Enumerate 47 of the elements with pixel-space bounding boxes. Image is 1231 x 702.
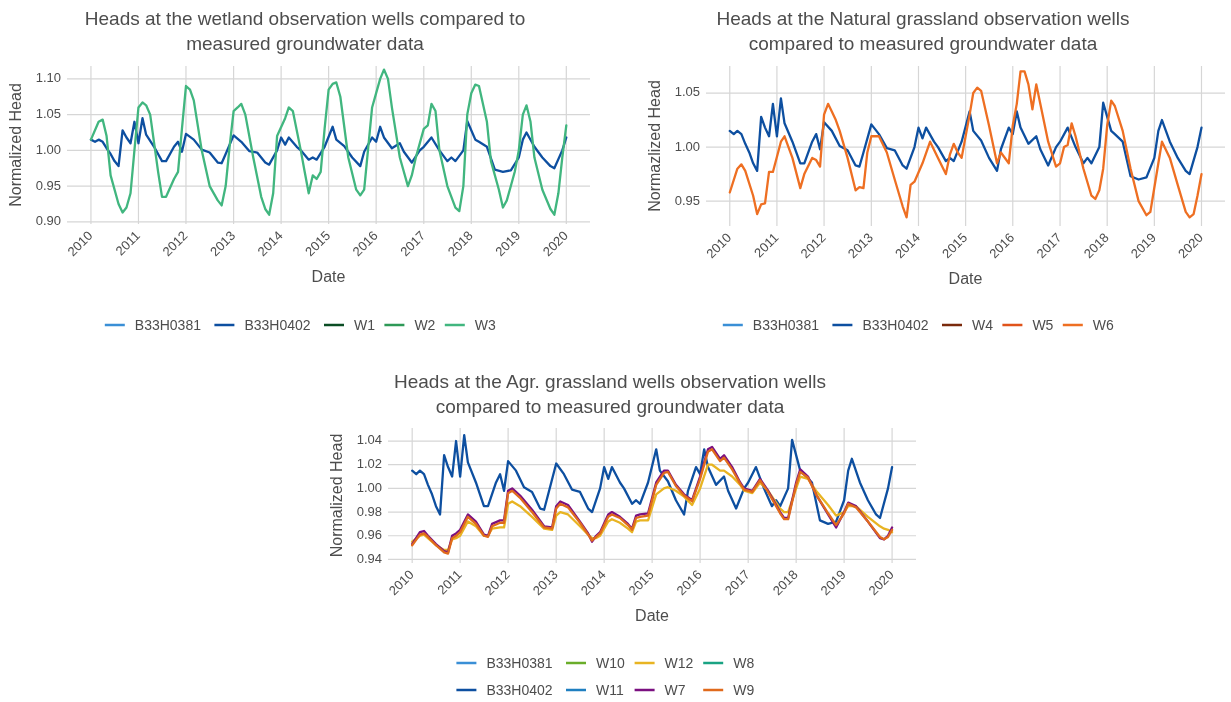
- y-tick-label: 0.95: [35, 177, 61, 193]
- legend-label: B33H0402: [862, 316, 929, 333]
- y-tick-label: 1.00: [35, 141, 61, 157]
- y-axis-title: Normalized Head: [328, 433, 346, 558]
- legend-label: W8: [733, 654, 755, 671]
- legend-label: W5: [1032, 316, 1054, 333]
- legend-label: W12: [664, 654, 694, 671]
- legend-label: B33H0381: [752, 316, 820, 333]
- y-axis-title: Normalized Head: [7, 83, 25, 207]
- legend-label: W7: [664, 681, 686, 698]
- y-tick-label: 0.94: [356, 550, 382, 566]
- y-tick-label: 1.00: [674, 138, 700, 154]
- chart-title: Heads at the Natural grassland observation wells compared to measured groundwater data: [716, 8, 1130, 55]
- legend-label: W9: [733, 681, 755, 698]
- legend-label: B33H0381: [486, 654, 553, 671]
- x-axis-title: Date: [635, 607, 669, 625]
- x-axis-title: Date: [311, 268, 346, 286]
- line-series: [728, 97, 1203, 181]
- legend-label: W4: [972, 316, 994, 333]
- legend-label: W11: [596, 681, 624, 698]
- legend-label: W2: [414, 316, 436, 333]
- y-tick-label: 0.95: [674, 192, 700, 208]
- y-tick-label: 0.98: [356, 503, 382, 519]
- y-axis-title: Normazlized Head: [646, 80, 664, 212]
- legend-label: W1: [354, 316, 376, 333]
- chart-title: Heads at the wetland observation wells compared to measured groundwater data: [84, 8, 526, 55]
- chart-title: Heads at the Agr. grassland wells observation wells compared to measured groundwater data: [394, 371, 826, 418]
- legend-label: W3: [474, 316, 497, 333]
- y-tick-label: 0.90: [35, 213, 61, 229]
- line-series: [89, 117, 568, 173]
- legend-label: W6: [1092, 316, 1115, 333]
- y-tick-label: 1.10: [35, 70, 61, 86]
- y-tick-label: 1.04: [356, 432, 382, 448]
- y-tick-label: 1.02: [356, 456, 382, 472]
- y-tick-label: 1.05: [674, 84, 700, 100]
- legend-label: B33H0402: [244, 316, 311, 333]
- x-axis-title: Date: [948, 270, 983, 288]
- line-series: [411, 463, 894, 552]
- line-series: [89, 68, 568, 216]
- line-series: [728, 70, 1203, 219]
- y-tick-label: 1.05: [35, 106, 61, 122]
- line-series: [411, 433, 894, 526]
- y-tick-label: 0.96: [356, 527, 382, 543]
- legend-label: W10: [596, 654, 625, 671]
- y-tick-label: 1.00: [356, 479, 382, 495]
- legend-label: B33H0402: [486, 681, 553, 698]
- legend-label: B33H0381: [134, 316, 202, 333]
